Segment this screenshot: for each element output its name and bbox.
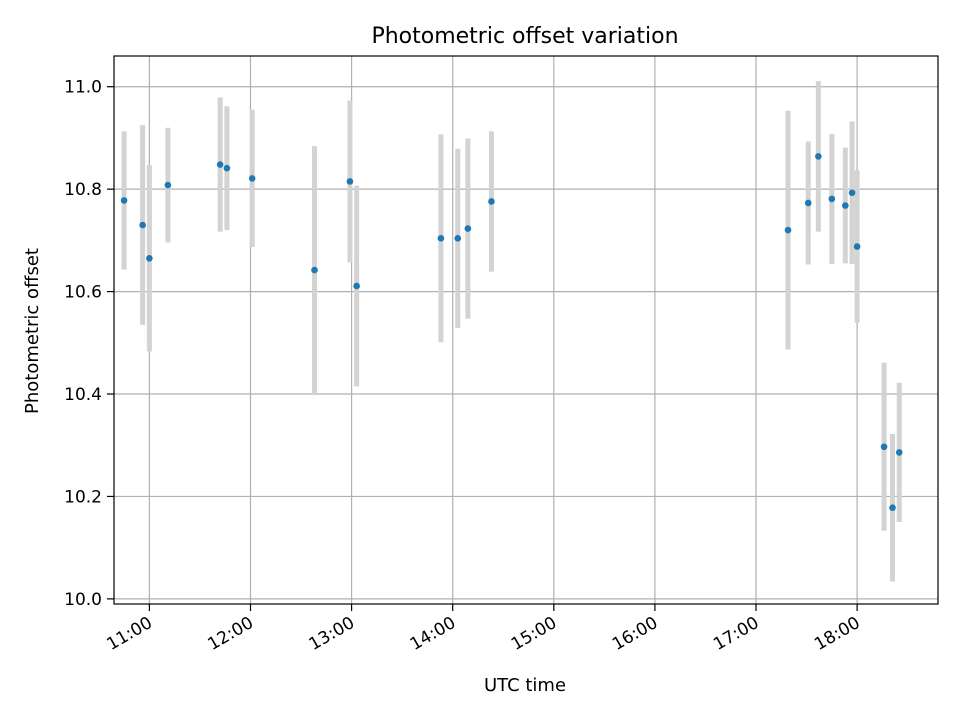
data-point bbox=[437, 235, 445, 242]
data-point bbox=[248, 175, 256, 182]
x-tick-label: 14:00 bbox=[407, 613, 459, 655]
data-point bbox=[848, 189, 856, 197]
data-point bbox=[889, 504, 896, 512]
data-point bbox=[120, 197, 128, 204]
data-point bbox=[488, 198, 495, 205]
data-point bbox=[346, 178, 354, 185]
chart-title: Photometric offset variation bbox=[371, 24, 678, 49]
x-axis-label: UTC time bbox=[484, 675, 566, 696]
x-tick-label: 15:00 bbox=[508, 613, 560, 655]
grid bbox=[114, 56, 938, 604]
data-point bbox=[464, 225, 472, 232]
data-point bbox=[454, 235, 462, 242]
data-point bbox=[164, 181, 172, 189]
data-point bbox=[842, 202, 849, 209]
x-tick-label: 18:00 bbox=[811, 613, 863, 655]
data-point bbox=[311, 266, 318, 274]
error-bars bbox=[121, 81, 902, 582]
y-axis: 10.0 10.2 10.4 10.6 10.8 11.0 bbox=[64, 78, 114, 610]
data-point bbox=[895, 449, 903, 456]
x-tick-label: 11:00 bbox=[103, 613, 155, 655]
y-tick-label: 10.8 bbox=[64, 180, 102, 200]
data-point bbox=[815, 153, 822, 160]
data-point bbox=[880, 443, 888, 451]
data-point bbox=[146, 254, 153, 262]
y-tick-label: 10.2 bbox=[64, 487, 102, 507]
x-tick-label: 13:00 bbox=[306, 613, 358, 655]
data-point bbox=[223, 164, 231, 172]
data-point bbox=[139, 221, 146, 229]
y-tick-label: 10.0 bbox=[64, 590, 102, 610]
data-point bbox=[353, 282, 360, 290]
y-tick-label: 10.4 bbox=[64, 385, 102, 405]
x-tick-label: 12:00 bbox=[205, 613, 257, 655]
data-point bbox=[216, 161, 224, 168]
data-point bbox=[784, 226, 792, 234]
data-points bbox=[120, 153, 903, 512]
x-axis: 11:00 12:00 13:00 14:00 15:00 16:00 17:00 18:00 bbox=[103, 604, 864, 655]
data-point bbox=[853, 243, 861, 250]
plot-frame bbox=[113, 55, 939, 605]
x-tick-label: 17:00 bbox=[710, 613, 762, 655]
y-tick-label: 11.0 bbox=[64, 78, 102, 98]
x-tick-label: 16:00 bbox=[609, 613, 661, 655]
data-point bbox=[828, 195, 836, 203]
data-point bbox=[804, 199, 812, 207]
y-tick-label: 10.6 bbox=[64, 283, 102, 303]
y-axis-label: Photometric offset bbox=[22, 248, 43, 414]
